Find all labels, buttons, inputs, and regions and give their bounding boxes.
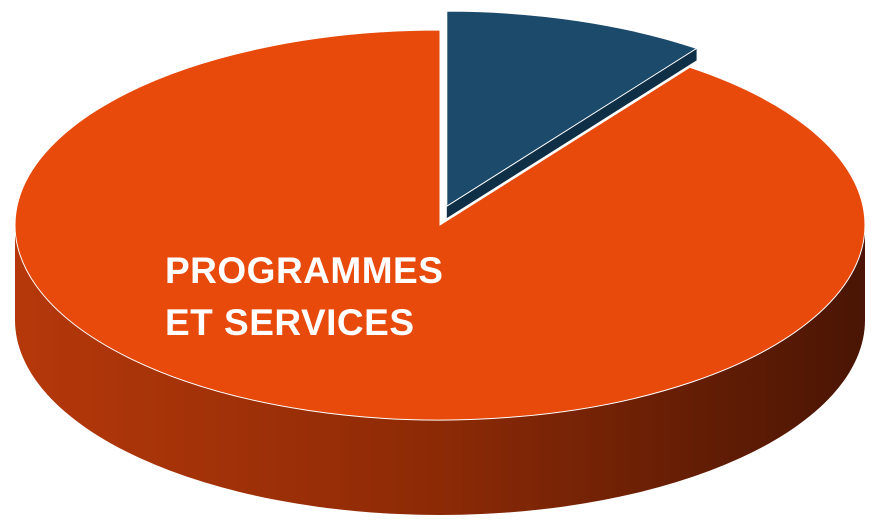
slice-cut [446,48,697,219]
slice [14,29,866,421]
slice [446,10,698,208]
slice-label: PROGRAMMES ET SERVICES [165,250,444,343]
slice-side [15,225,865,515]
